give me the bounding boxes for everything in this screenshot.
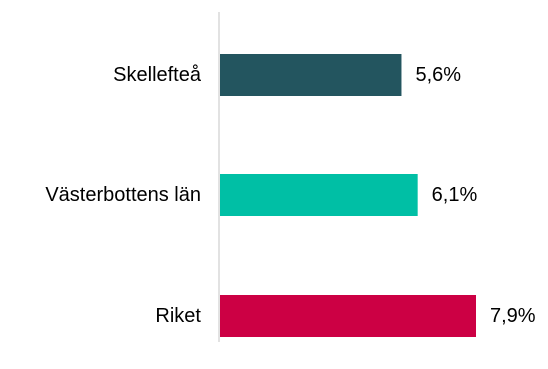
data-label-1: 6,1% xyxy=(432,184,478,206)
bar-2 xyxy=(220,295,476,337)
bar-1 xyxy=(220,174,418,216)
category-label-1: Västerbottens län xyxy=(45,184,201,206)
category-label-2: Riket xyxy=(155,305,201,327)
data-label-2: 7,9% xyxy=(490,305,536,327)
data-label-0: 5,6% xyxy=(415,64,461,86)
category-label-0: Skellefteå xyxy=(113,64,202,86)
bar-0 xyxy=(220,54,402,96)
